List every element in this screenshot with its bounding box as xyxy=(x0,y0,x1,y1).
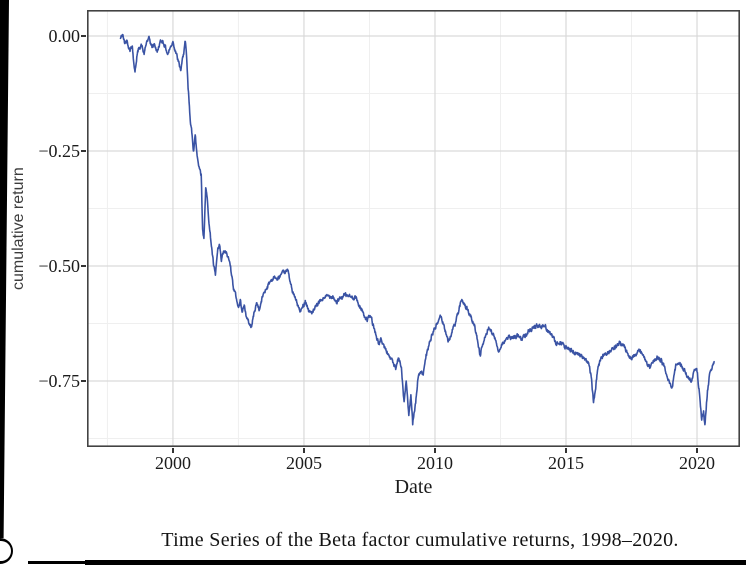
scan-edge-bottom-thin-bar xyxy=(28,561,88,564)
y-tick-label: −0.25 xyxy=(38,140,80,161)
figure-caption: Time Series of the Beta factor cumulativ… xyxy=(161,529,679,551)
y-axis-tick xyxy=(81,35,86,37)
chart-canvas xyxy=(87,10,740,447)
plot-panel xyxy=(87,10,740,447)
x-tick-label: 2015 xyxy=(548,453,584,473)
y-axis-tick xyxy=(81,265,86,267)
y-axis-title: cumulative return xyxy=(10,167,27,290)
scan-edge-left-bar xyxy=(0,0,9,538)
panel-border xyxy=(87,10,740,447)
x-axis-title: Date xyxy=(394,476,433,498)
y-tick-label: −0.75 xyxy=(38,370,80,391)
beta-series-line xyxy=(119,33,715,426)
y-axis-tick xyxy=(81,380,86,382)
x-tick-label: 2010 xyxy=(416,453,453,473)
scan-edge-corner-blob-hole xyxy=(0,541,11,561)
scan-edge-bottom-bar xyxy=(85,560,746,565)
y-axis-tick xyxy=(81,150,86,152)
y-tick-label: −0.50 xyxy=(38,255,80,276)
x-axis-tick xyxy=(303,448,305,453)
y-tick-label: 0.00 xyxy=(48,25,81,46)
x-axis-tick xyxy=(696,448,698,453)
x-axis-tick xyxy=(565,448,567,453)
x-axis-tick xyxy=(434,448,436,453)
x-tick-label: 2020 xyxy=(679,453,716,473)
x-axis-tick xyxy=(172,448,174,453)
x-tick-label: 2005 xyxy=(285,453,322,473)
x-tick-label: 2000 xyxy=(154,453,191,473)
